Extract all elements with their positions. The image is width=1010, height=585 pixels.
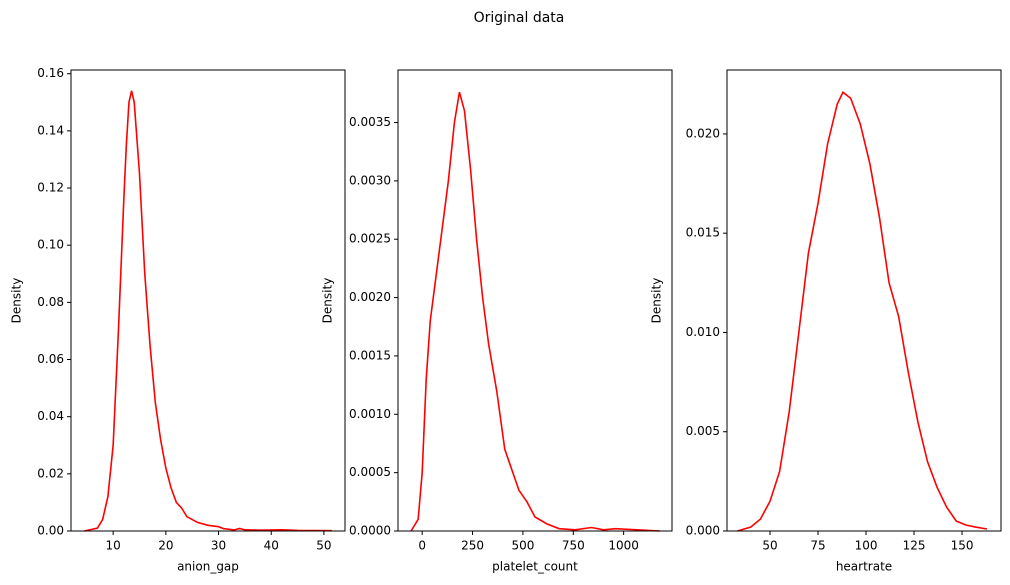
x-tick-label: 50 (316, 539, 331, 553)
x-tick-label: 125 (903, 539, 926, 553)
x-tick-label: 750 (562, 539, 585, 553)
density-line (410, 91, 660, 532)
y-tick-label: 0.0010 (349, 407, 391, 421)
x-axis-label: heartrate (836, 560, 892, 574)
y-tick-label: 0.04 (37, 409, 64, 423)
y-tick-label: 0.12 (37, 181, 64, 195)
x-tick-label: 20 (158, 539, 173, 553)
y-tick-label: 0.020 (686, 126, 720, 140)
axes-frame (70, 69, 346, 532)
axes-frame (397, 69, 673, 532)
y-tick-label: 0.0015 (349, 348, 391, 362)
x-axis-label: platelet_count (492, 560, 578, 574)
x-tick-label: 250 (461, 539, 484, 553)
x-tick-label: 500 (511, 539, 534, 553)
y-tick-label: 0.0020 (349, 290, 391, 304)
y-tick-label: 0.10 (37, 238, 64, 252)
axes-frame (726, 69, 1002, 532)
y-tick-label: 0.06 (37, 352, 64, 366)
y-tick-label: 0.005 (686, 424, 720, 438)
x-tick-label: 100 (855, 539, 878, 553)
y-axis-label: Density (650, 278, 664, 324)
y-axis-label: Density (10, 278, 24, 324)
y-tick-label: 0.16 (37, 66, 64, 80)
y-axis-label: Density (321, 278, 335, 324)
x-tick-label: 50 (762, 539, 777, 553)
y-tick-label: 0.0005 (349, 465, 391, 479)
y-tick-label: 0.0035 (349, 115, 391, 129)
y-tick-label: 0.0030 (349, 173, 391, 187)
y-tick-label: 0.00 (37, 524, 64, 538)
y-tick-label: 0.010 (686, 325, 720, 339)
y-tick-label: 0.14 (37, 123, 64, 137)
x-tick-label: 150 (951, 539, 974, 553)
y-tick-label: 0.015 (686, 226, 720, 240)
density-line (737, 91, 988, 532)
figure-title: Original data (474, 10, 565, 26)
y-tick-label: 0.000 (686, 524, 720, 538)
y-tick-label: 0.0000 (349, 524, 391, 538)
x-tick-label: 75 (810, 539, 825, 553)
density-line (84, 90, 332, 532)
x-tick-label: 40 (264, 539, 279, 553)
x-tick-label: 30 (211, 539, 226, 553)
x-tick-label: 1000 (608, 539, 639, 553)
y-tick-label: 0.0025 (349, 232, 391, 246)
x-tick-label: 0 (418, 539, 426, 553)
x-axis-label: anion_gap (177, 560, 239, 574)
y-tick-label: 0.02 (37, 466, 64, 480)
y-tick-label: 0.08 (37, 295, 64, 309)
x-tick-label: 10 (106, 539, 121, 553)
